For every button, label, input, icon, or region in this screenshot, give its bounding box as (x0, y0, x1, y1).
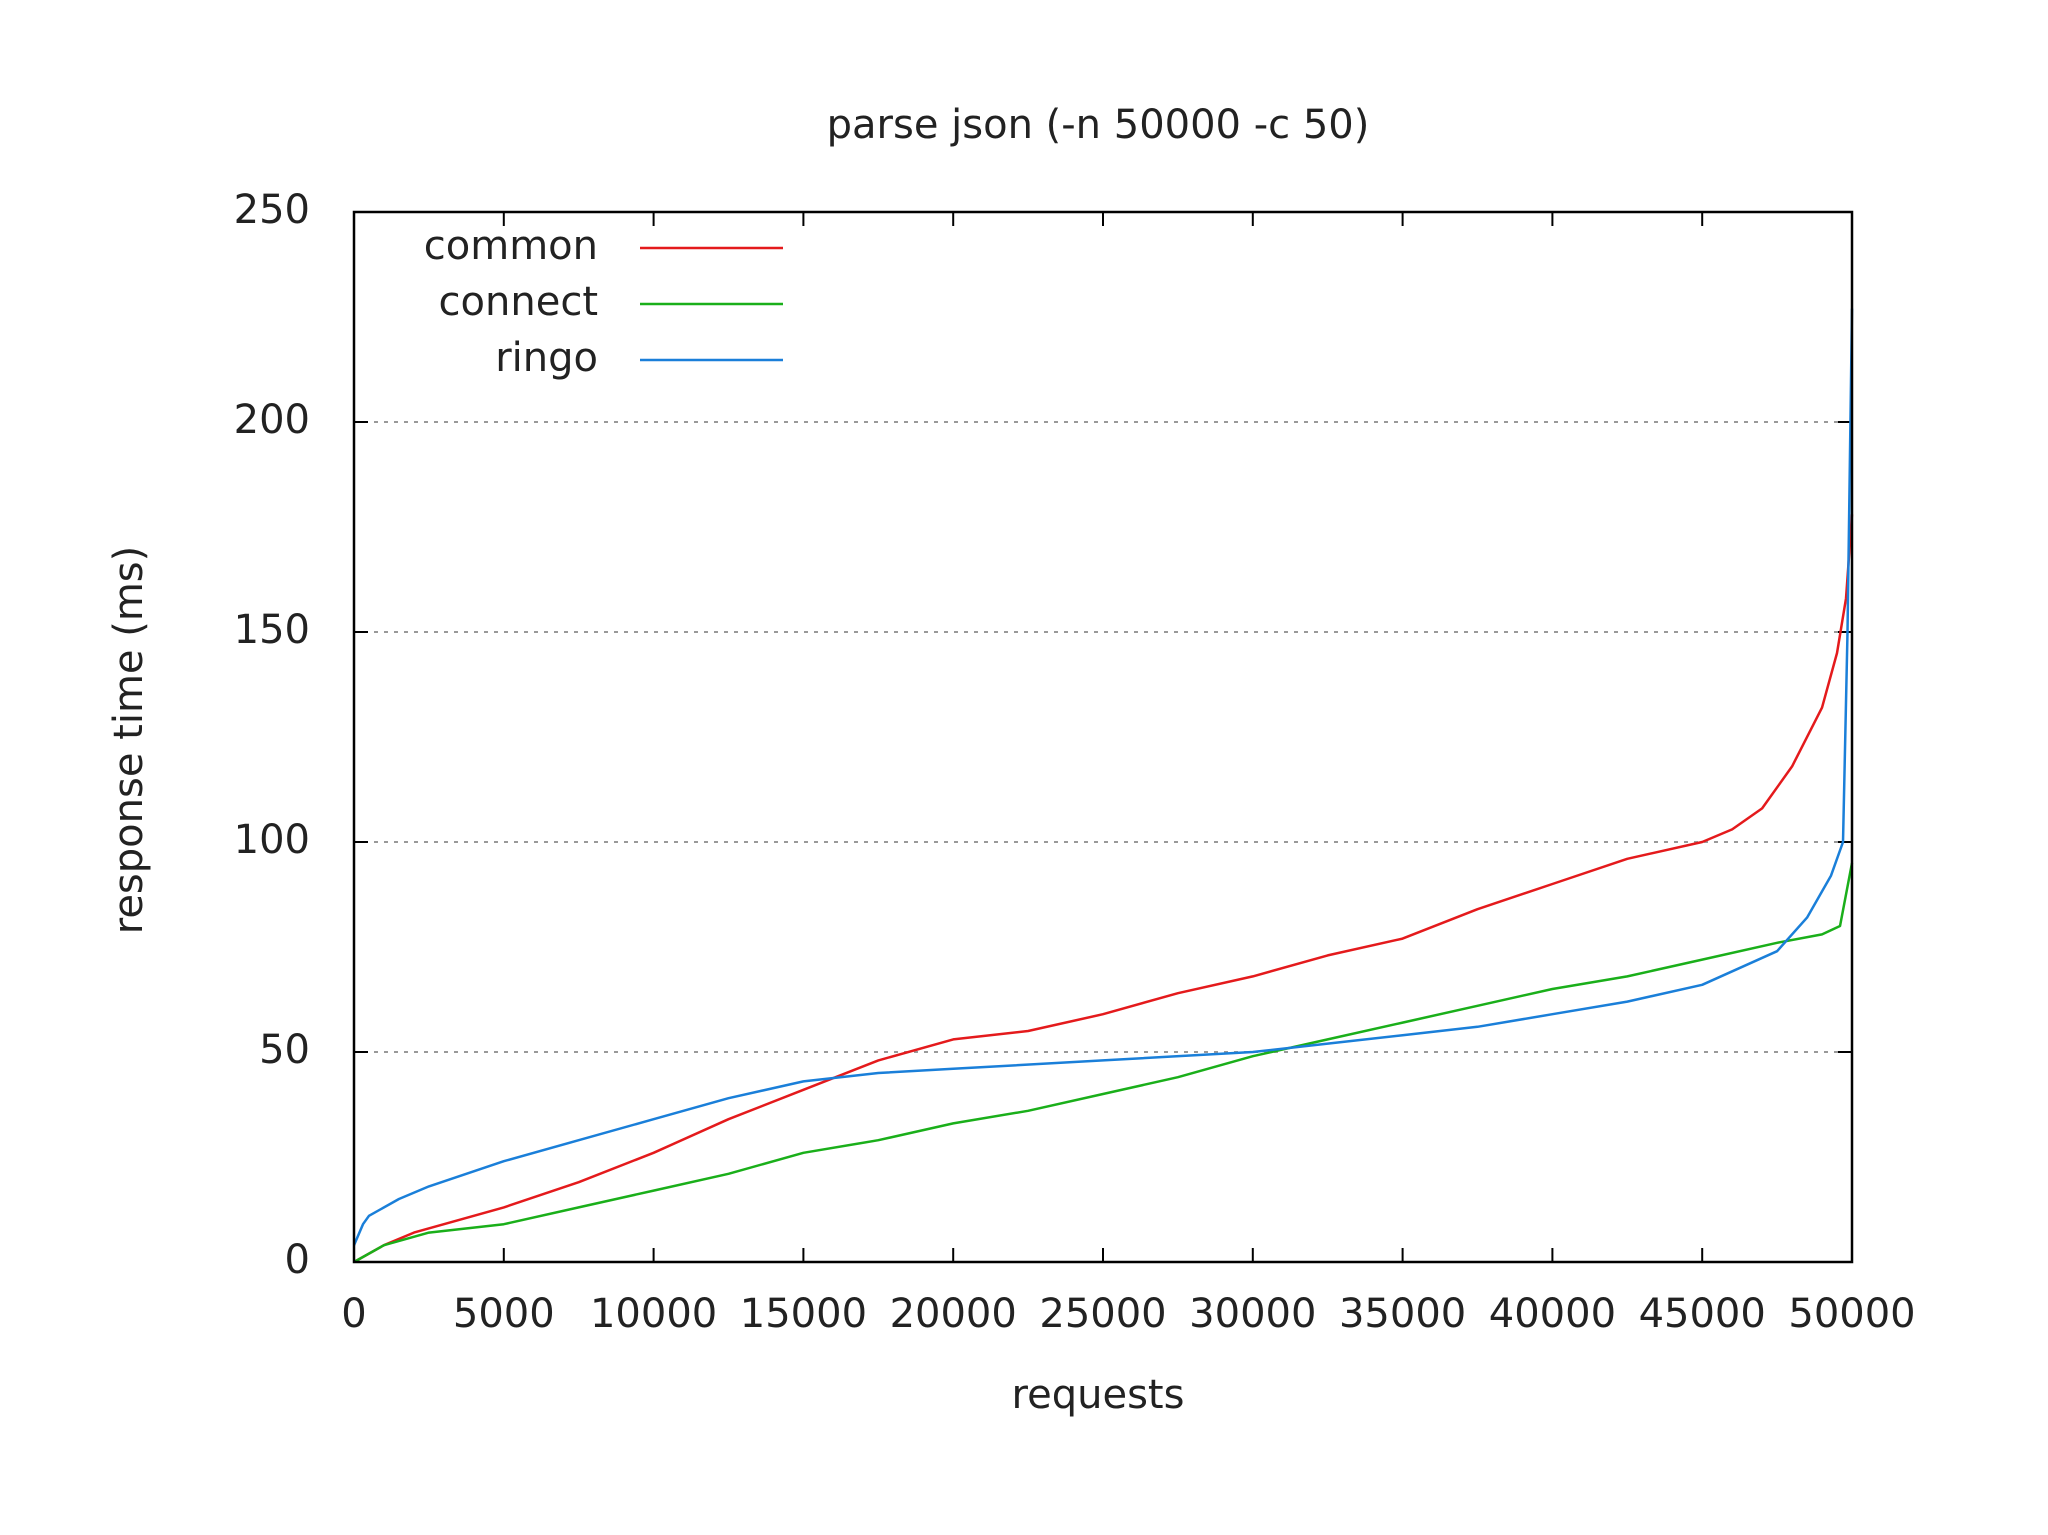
y-tick-label: 150 (234, 607, 310, 653)
y-tick-label: 200 (234, 397, 310, 443)
legend-label: connect (439, 279, 598, 325)
y-tick-label: 250 (234, 187, 310, 233)
x-tick-label: 35000 (1339, 1291, 1466, 1337)
x-tick-label: 5000 (453, 1291, 555, 1337)
y-tick-label: 0 (285, 1237, 310, 1283)
x-tick-label: 45000 (1639, 1291, 1766, 1337)
plot-frame (352, 210, 1854, 1264)
x-tick-label: 30000 (1189, 1291, 1316, 1337)
x-tick-label: 40000 (1489, 1291, 1616, 1337)
x-tick-label: 0 (341, 1291, 366, 1337)
y-axis-label: response time (ms) (106, 546, 152, 935)
y-tick-label: 50 (259, 1027, 310, 1073)
series-line (352, 308, 1854, 1246)
x-tick-label: 10000 (590, 1291, 717, 1337)
x-tick-label: 50000 (1788, 1291, 1915, 1337)
x-tick-label: 20000 (890, 1291, 1017, 1337)
x-tick-label: 25000 (1039, 1291, 1166, 1337)
y-tick-label: 100 (234, 817, 310, 863)
x-axis-label: requests (1012, 1372, 1185, 1418)
x-tick-label: 15000 (740, 1291, 867, 1337)
legend-label: ringo (495, 335, 598, 381)
series-line (353, 514, 1854, 1264)
legend-label: common (424, 223, 598, 269)
series-line (353, 862, 1854, 1264)
chart-title: parse json (-n 50000 -c 50) (827, 102, 1370, 148)
